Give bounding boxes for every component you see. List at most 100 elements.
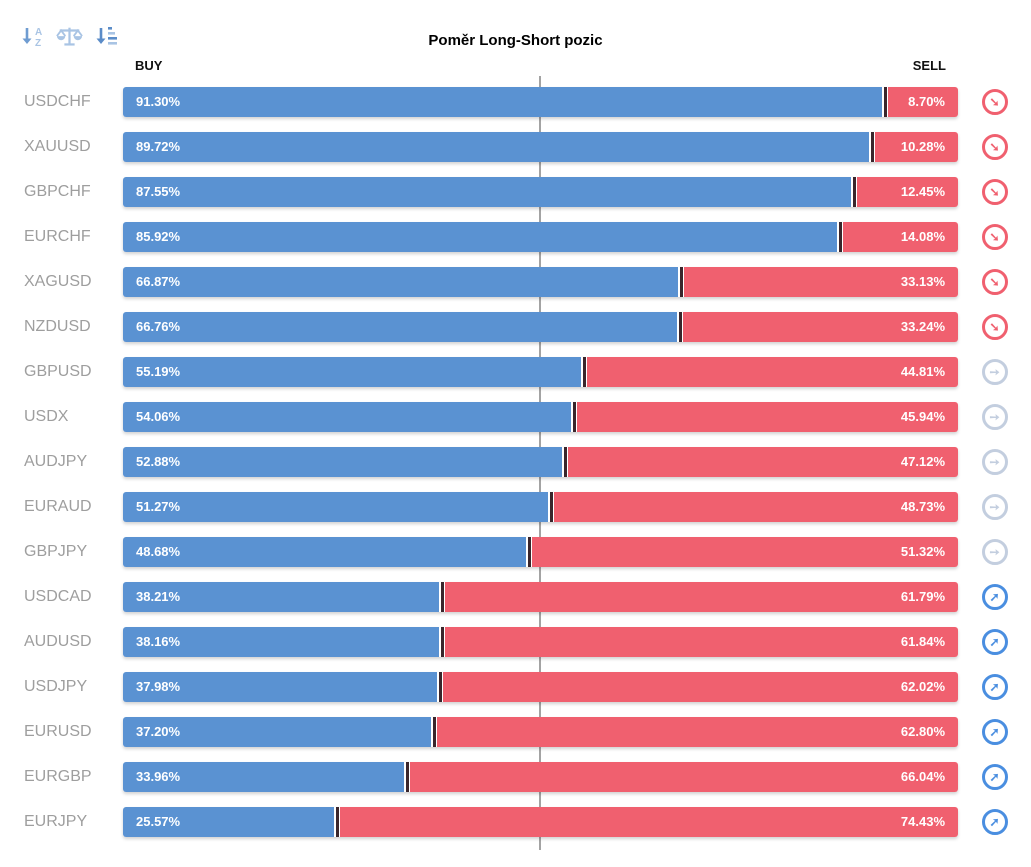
sell-segment: 14.08% — [843, 222, 958, 252]
ratio-bar: 37.98% 62.02% — [123, 672, 958, 702]
buy-segment: 38.16% — [123, 627, 439, 657]
sort-alphabetical-icon[interactable]: A Z — [20, 22, 47, 52]
buy-segment: 37.20% — [123, 717, 431, 747]
sell-value: 12.45% — [900, 184, 945, 199]
trend-cell: ➘ — [958, 177, 1031, 207]
segment-divider-icon — [548, 492, 555, 522]
pair-label: AUDJPY — [24, 453, 88, 470]
buy-segment: 89.72% — [123, 132, 870, 162]
trend-down-icon: ➘ — [981, 269, 1008, 295]
sell-value: 66.04% — [900, 769, 945, 784]
trend-cell: ➚ — [958, 717, 1031, 747]
trend-up-icon: ➚ — [981, 674, 1008, 700]
buy-segment: 38.21% — [123, 582, 440, 612]
buy-segment: 91.30% — [123, 87, 883, 117]
balance-scale-icon[interactable] — [56, 22, 83, 52]
ratio-bar: 66.87% 33.13% — [123, 267, 958, 297]
trend-flat-icon: ➙ — [981, 539, 1008, 565]
segment-divider-icon — [437, 672, 444, 702]
trend-down-icon: ➘ — [981, 89, 1008, 115]
trend-cell: ➙ — [958, 357, 1031, 387]
segment-divider-icon — [430, 717, 437, 747]
sell-segment: 47.12% — [567, 447, 958, 477]
sell-segment: 51.32% — [532, 537, 958, 567]
trend-cell: ➙ — [958, 447, 1031, 477]
pair-label: XAGUSD — [24, 273, 92, 290]
ratio-bar: 25.57% 74.43% — [123, 807, 958, 837]
trend-up-icon: ➚ — [981, 719, 1008, 745]
pair-label: USDCAD — [24, 588, 92, 605]
table-row: EURGBP 33.96% 66.04% ➚ — [0, 762, 1031, 807]
buy-value: 85.92% — [136, 229, 181, 244]
sell-segment: 8.70% — [888, 87, 958, 117]
buy-value: 37.20% — [136, 724, 181, 739]
buy-value: 37.98% — [136, 679, 181, 694]
table-row: EURAUD 51.27% 48.73% ➙ — [0, 492, 1031, 537]
ratio-bar: 91.30% 8.70% — [123, 87, 958, 117]
pair-label: AUDUSD — [24, 633, 92, 650]
ratio-bar: 55.19% 44.81% — [123, 357, 958, 387]
sell-segment: 33.13% — [684, 267, 958, 297]
buy-value: 89.72% — [136, 139, 181, 154]
ratio-bar: 52.88% 47.12% — [123, 447, 958, 477]
sell-value: 14.08% — [900, 229, 945, 244]
trend-down-icon: ➘ — [981, 134, 1008, 160]
buy-column-header: BUY — [135, 58, 163, 73]
buy-value: 48.68% — [136, 544, 181, 559]
rows: USDCHF 91.30% 8.70% ➘ XAUUSD 89.72% — [0, 87, 1031, 852]
table-row: GBPCHF 87.55% 12.45% ➘ — [0, 177, 1031, 222]
sell-value: 47.12% — [900, 454, 945, 469]
buy-value: 55.19% — [136, 364, 181, 379]
pair-label: EURAUD — [24, 498, 92, 515]
sell-value: 62.02% — [900, 679, 945, 694]
sell-value: 61.79% — [900, 589, 945, 604]
buy-segment: 25.57% — [123, 807, 334, 837]
trend-up-icon: ➚ — [981, 584, 1008, 610]
sell-segment: 61.79% — [445, 582, 958, 612]
buy-segment: 66.87% — [123, 267, 679, 297]
ratio-bar: 38.16% 61.84% — [123, 627, 958, 657]
sell-value: 10.28% — [900, 139, 945, 154]
sell-value: 51.32% — [900, 544, 945, 559]
table-row: AUDUSD 38.16% 61.84% ➚ — [0, 627, 1031, 672]
sell-value: 8.70% — [908, 94, 945, 109]
buy-value: 52.88% — [136, 454, 181, 469]
trend-up-icon: ➚ — [981, 809, 1008, 835]
ratio-bar: 66.76% 33.24% — [123, 312, 958, 342]
buy-segment: 33.96% — [123, 762, 404, 792]
ratio-bar: 48.68% 51.32% — [123, 537, 958, 567]
pair-label: EURJPY — [24, 813, 88, 830]
ratio-bar: 85.92% 14.08% — [123, 222, 958, 252]
segment-divider-icon — [837, 222, 844, 252]
buy-segment: 54.06% — [123, 402, 572, 432]
ratio-bar: 54.06% 45.94% — [123, 402, 958, 432]
sell-segment: 45.94% — [577, 402, 958, 432]
sort-amount-icon[interactable] — [92, 22, 119, 52]
trend-cell: ➚ — [958, 582, 1031, 612]
column-headers: BUY SELL — [123, 58, 958, 73]
segment-divider-icon — [869, 132, 876, 162]
pair-label: EURGBP — [24, 768, 92, 785]
segment-divider-icon — [438, 627, 445, 657]
buy-value: 25.57% — [136, 814, 181, 829]
ratio-bar: 33.96% 66.04% — [123, 762, 958, 792]
segment-divider-icon — [678, 267, 685, 297]
trend-cell: ➙ — [958, 402, 1031, 432]
segment-divider-icon — [403, 762, 410, 792]
buy-value: 33.96% — [136, 769, 181, 784]
trend-cell: ➙ — [958, 537, 1031, 567]
buy-value: 87.55% — [136, 184, 181, 199]
sort-toolbar: A Z — [20, 22, 119, 52]
table-row: USDJPY 37.98% 62.02% ➚ — [0, 672, 1031, 717]
svg-text:A: A — [35, 27, 42, 38]
trend-flat-icon: ➙ — [981, 359, 1008, 385]
ratio-bar: 38.21% 61.79% — [123, 582, 958, 612]
buy-value: 54.06% — [136, 409, 181, 424]
segment-divider-icon — [439, 582, 446, 612]
pair-label: EURUSD — [24, 723, 92, 740]
sell-value: 61.84% — [900, 634, 945, 649]
trend-cell: ➘ — [958, 222, 1031, 252]
ratio-bar: 89.72% 10.28% — [123, 132, 958, 162]
sell-segment: 44.81% — [586, 357, 958, 387]
buy-value: 66.87% — [136, 274, 181, 289]
